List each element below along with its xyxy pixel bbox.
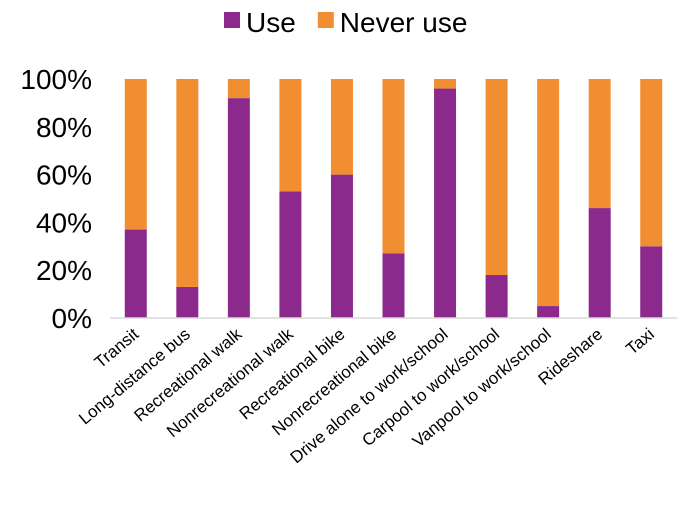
bars (124, 79, 663, 319)
y-tick-label: 20% (36, 255, 92, 286)
bar-segment-use (485, 274, 508, 318)
bar-segment-use (382, 253, 405, 318)
y-axis: 0% 20% 40% 60% 80% 100% (20, 64, 92, 334)
bar-segment-use (537, 306, 560, 318)
y-tick-label: 0% (52, 303, 92, 334)
bar-segment-use (588, 208, 611, 318)
legend-swatch (224, 12, 240, 28)
bar-segment-never-use (124, 79, 147, 230)
bar-segment-never-use (330, 79, 353, 175)
y-tick-label: 80% (36, 112, 92, 143)
bar-segment-never-use (537, 79, 560, 307)
legend: Use Never use (224, 7, 467, 38)
bar-segment-never-use (176, 79, 199, 287)
bar-segment-never-use (434, 79, 457, 89)
bar-segment-never-use (279, 79, 302, 192)
y-tick-label: 40% (36, 207, 92, 238)
bar-segment-use (330, 174, 353, 318)
bar-segment-use (124, 229, 147, 318)
y-tick-label: 100% (20, 64, 92, 95)
legend-label: Never use (340, 7, 468, 38)
bar-segment-never-use (640, 79, 663, 247)
bar-segment-use (176, 286, 199, 318)
y-tick-label: 60% (36, 160, 92, 191)
legend-swatch (317, 12, 334, 28)
bar-segment-use (434, 88, 457, 318)
bar-segment-use (640, 246, 663, 318)
bar-segment-never-use (485, 79, 508, 275)
bar-segment-never-use (588, 79, 611, 209)
bar-segment-use (279, 191, 302, 318)
bar-segment-use (227, 98, 250, 319)
bar-segment-never-use (382, 79, 405, 254)
x-category-label: Taxi (622, 325, 657, 359)
legend-label: Use (246, 7, 296, 38)
bar-segment-never-use (227, 79, 250, 99)
